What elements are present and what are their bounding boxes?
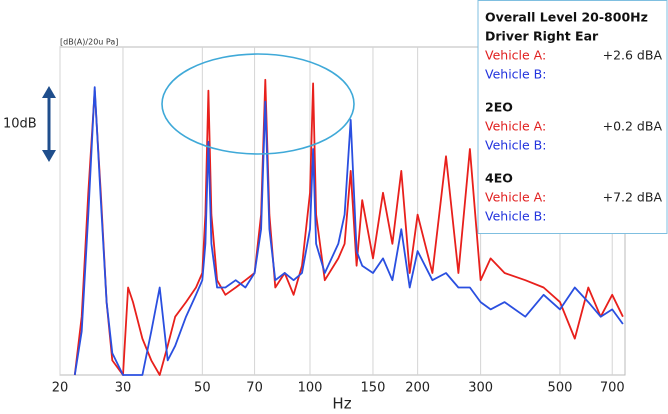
x-tick-label: 500: [548, 381, 573, 396]
box-label: Vehicle A:: [485, 190, 546, 205]
box-label: Vehicle B:: [485, 138, 546, 153]
box-value: +7.2 dBA: [603, 190, 663, 205]
box-title: Driver Right Ear: [485, 29, 599, 44]
scale-arrow: [42, 86, 56, 162]
y-axis-label: [dB(A)/20u Pa]: [60, 38, 118, 47]
x-tick-label: 30: [115, 381, 132, 396]
x-tick-label: 100: [298, 381, 323, 396]
box-heading: 4EO: [485, 171, 513, 186]
box-label: Vehicle A:: [485, 48, 546, 63]
annotation-box: [477, 0, 668, 234]
series-line: [73, 78, 624, 376]
box-value: +0.2 dBA: [603, 119, 663, 134]
x-tick-label: 150: [361, 381, 386, 396]
highlight-ellipse: [161, 53, 355, 155]
scale-label: 10dB: [3, 117, 37, 132]
box-heading: 2EO: [485, 100, 513, 115]
x-tick-label: 300: [468, 381, 493, 396]
series-line: [73, 86, 624, 376]
x-tick-label: 200: [405, 381, 430, 396]
x-axis-label: Hz: [332, 395, 351, 413]
x-tick-label: 70: [246, 381, 263, 396]
box-label: Vehicle B:: [485, 67, 546, 82]
box-title: Overall Level 20-800Hz: [485, 10, 648, 25]
box-label: Vehicle B:: [485, 209, 546, 224]
box-label: Vehicle A:: [485, 119, 546, 134]
x-tick-label: 700: [600, 381, 625, 396]
x-tick-label: 20: [52, 381, 69, 396]
box-value: +2.6 dBA: [603, 48, 663, 63]
x-tick-label: 50: [194, 381, 211, 396]
